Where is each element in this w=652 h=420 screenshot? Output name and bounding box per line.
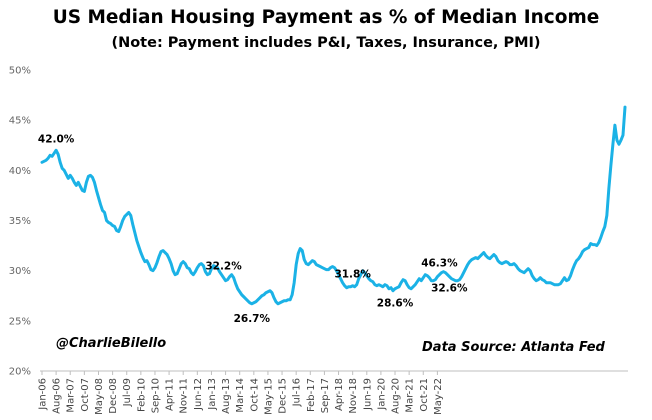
chart-title: US Median Housing Payment as % of Median… (52, 7, 600, 28)
x-tick-label: Mar-14 (235, 378, 246, 413)
x-tick-label: Aug-20 (391, 378, 402, 414)
x-tick-label: May-15 (263, 378, 274, 415)
source-note: Data Source: Atlanta Fed (422, 340, 606, 355)
x-tick-label: Jun-19 (362, 378, 373, 411)
data-label: 46.3% (421, 258, 458, 270)
x-tick-label: Nov-18 (348, 378, 359, 414)
y-tick-label: 45% (9, 116, 31, 127)
chart-subtitle: (Note: Payment includes P&I, Taxes, Insu… (111, 35, 541, 51)
data-label: 28.6% (377, 298, 414, 310)
x-tick-label: Oct-07 (80, 378, 91, 412)
y-tick-label: 25% (9, 316, 31, 327)
x-tick-label: Aug-13 (221, 378, 232, 414)
x-tick-label: Apr-11 (165, 378, 176, 411)
x-tick-label: Mar-07 (66, 378, 77, 413)
x-tick-label: Oct-21 (419, 378, 430, 412)
x-tick-label: Dec-08 (108, 378, 119, 414)
x-tick-label: Feb-10 (136, 378, 147, 412)
x-tick-label: Jul-09 (122, 378, 133, 407)
x-tick-label: Apr-18 (334, 378, 345, 411)
data-label: 32.6% (431, 283, 468, 295)
x-tick-label: Jan-06 (38, 378, 49, 411)
x-tick-label: Sep-17 (320, 378, 331, 413)
data-label: 32.2% (205, 261, 242, 273)
x-tick-label: Jan-20 (376, 378, 387, 411)
x-tick-label: Jun-12 (193, 378, 204, 411)
x-tick-label: Aug-06 (52, 378, 63, 414)
x-tick-label: May-08 (94, 378, 105, 415)
x-tick-label: Sep-10 (150, 378, 161, 413)
data-label: 31.8% (334, 269, 371, 281)
x-tick-label: Oct-14 (249, 378, 260, 412)
x-tick-label: Dec-15 (278, 378, 289, 414)
data-label: 26.7% (234, 313, 271, 325)
y-tick-label: 35% (9, 216, 31, 227)
y-tick-label: 40% (9, 166, 31, 177)
y-tick-label: 50% (9, 66, 31, 77)
x-tick-label: Jan-13 (207, 378, 218, 411)
x-tick-label: May-22 (433, 378, 444, 415)
x-tick-label: Mar-21 (405, 378, 416, 413)
series-line (40, 105, 627, 306)
x-tick-label: Feb-17 (306, 378, 317, 412)
y-tick-label: 20% (9, 367, 31, 378)
x-tick-label: Jul-16 (292, 378, 303, 407)
data-label: 42.0% (38, 133, 75, 145)
watermark-text: @CharlieBilello (56, 336, 166, 351)
y-tick-label: 30% (9, 266, 31, 277)
x-tick-label: Nov-11 (179, 378, 190, 414)
